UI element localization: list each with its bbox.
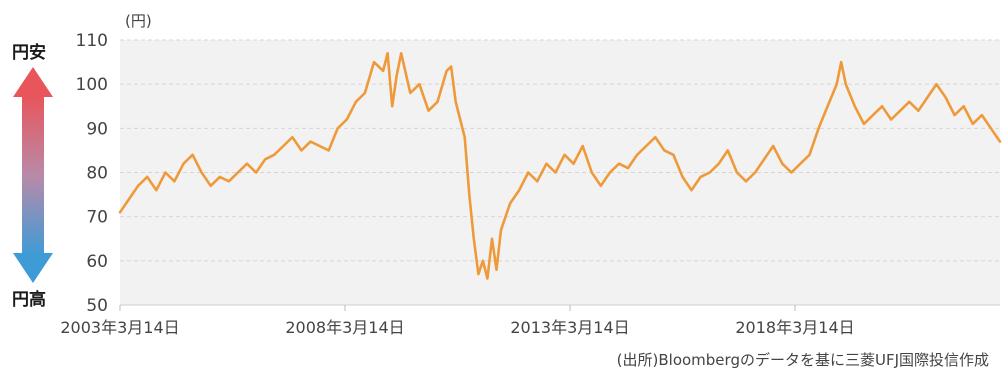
y-unit-label: (円) xyxy=(125,12,152,30)
usd-jpy-line xyxy=(118,52,1002,280)
arrow-down-head xyxy=(13,253,53,283)
x-tick-label: 2003年3月14日 xyxy=(60,318,179,337)
y-tick-label: 90 xyxy=(86,119,108,139)
x-axis: 2003年3月14日 2008年3月14日 2013年3月14日 2018年3月14日 xyxy=(60,305,855,337)
y-tick-label: 60 xyxy=(86,252,108,272)
y-tick-label: 100 xyxy=(76,75,108,95)
y-tick-label: 110 xyxy=(76,31,108,51)
arrow-up-head xyxy=(13,67,53,97)
x-tick-label: 2008年3月14日 xyxy=(285,318,404,337)
y-tick-label: 80 xyxy=(86,164,108,184)
yen-strong-label: 円高 xyxy=(12,290,46,310)
y-axis: 50 60 70 80 90 100 110 xyxy=(76,31,108,316)
x-tick-label: 2013年3月14日 xyxy=(510,318,629,337)
y-tick-label: 70 xyxy=(86,208,108,228)
plot-area xyxy=(120,40,1000,305)
source-note: (出所)Bloombergのデータを基に三菱UFJ国際投信作成 xyxy=(616,351,989,369)
direction-arrow xyxy=(13,67,53,283)
arrow-shaft xyxy=(22,95,44,255)
y-tick-label: 50 xyxy=(86,296,108,316)
yen-weak-label: 円安 xyxy=(12,43,46,63)
x-tick-label: 2018年3月14日 xyxy=(735,318,854,337)
